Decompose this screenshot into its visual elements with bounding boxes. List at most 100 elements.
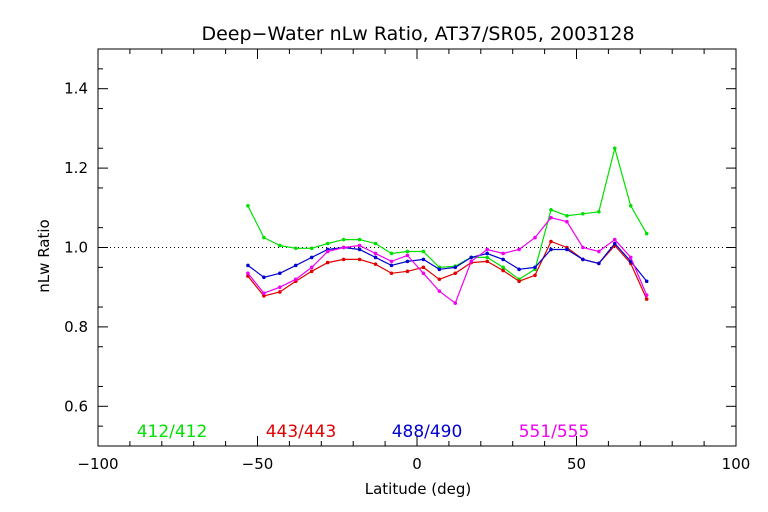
data-point-551-555 xyxy=(597,249,601,254)
x-axis-label: Latitude (deg) xyxy=(365,480,471,498)
data-point-551-555 xyxy=(309,265,314,270)
data-point-551-555 xyxy=(405,253,410,258)
data-point-551-555 xyxy=(421,271,426,276)
y-axis-label: nLw Ratio xyxy=(35,219,53,292)
legend-entry-551-555: 551/555 xyxy=(519,422,590,442)
data-point-488-490 xyxy=(469,255,474,260)
data-point-551-555 xyxy=(469,259,474,264)
data-point-412-412 xyxy=(325,241,330,246)
data-point-412-412 xyxy=(612,146,617,151)
plot-frame xyxy=(97,48,737,447)
axis-tick-labels: −100 −50 0 50 100 0.6 0.8 1.0 1.2 1.4 xyxy=(64,80,750,473)
data-point-551-555 xyxy=(373,251,378,256)
x-tick-label: 0 xyxy=(412,455,422,473)
data-point-443-443 xyxy=(405,269,410,274)
data-point-488-490 xyxy=(533,265,537,270)
x-tick-label: −100 xyxy=(77,455,118,473)
data-point-412-412 xyxy=(581,211,585,216)
data-point-488-490 xyxy=(644,279,649,284)
data-point-551-555 xyxy=(293,277,298,282)
data-point-488-490 xyxy=(501,257,505,262)
data-point-551-555 xyxy=(437,289,442,293)
data-point-443-443 xyxy=(644,297,649,301)
data-point-551-555 xyxy=(644,293,649,297)
data-point-412-412 xyxy=(501,265,505,270)
data-point-551-555 xyxy=(262,291,266,295)
legend-entry-488-490: 488/490 xyxy=(392,422,463,442)
data-point-443-443 xyxy=(437,277,442,282)
data-point-412-412 xyxy=(565,213,569,218)
data-point-443-443 xyxy=(357,257,362,262)
data-point-551-555 xyxy=(517,247,521,252)
data-point-551-555 xyxy=(341,245,346,250)
legend-entry-412-412: 412/412 xyxy=(137,422,208,442)
data-point-551-555 xyxy=(533,235,537,240)
data-point-443-443 xyxy=(373,262,378,266)
chart-title: Deep−Water nLw Ratio, AT37/SR05, 2003128 xyxy=(201,23,634,45)
x-tick-label: 50 xyxy=(567,455,586,473)
data-point-443-443 xyxy=(549,239,553,244)
y-tick-label: 1.2 xyxy=(64,159,88,177)
data-point-412-412 xyxy=(309,246,314,251)
data-point-443-443 xyxy=(341,257,346,262)
data-point-488-490 xyxy=(373,255,378,260)
data-point-488-490 xyxy=(246,263,250,268)
data-point-443-443 xyxy=(278,290,282,294)
data-point-412-412 xyxy=(597,209,601,214)
data-point-551-555 xyxy=(549,215,553,220)
data-point-412-412 xyxy=(405,249,410,254)
y-tick-label: 1.0 xyxy=(64,239,88,257)
data-point-488-490 xyxy=(262,275,266,280)
data-point-443-443 xyxy=(309,269,314,274)
data-point-551-555 xyxy=(325,249,330,254)
data-point-412-412 xyxy=(278,243,282,248)
data-point-551-555 xyxy=(628,255,633,260)
data-point-412-412 xyxy=(373,241,378,246)
data-point-443-443 xyxy=(501,268,505,273)
data-point-488-490 xyxy=(309,255,314,260)
data-point-488-490 xyxy=(437,267,442,272)
data-point-488-490 xyxy=(597,261,601,266)
data-point-551-555 xyxy=(612,237,617,242)
data-point-412-412 xyxy=(246,204,250,208)
x-tick-label: −50 xyxy=(242,455,274,473)
y-tick-label: 0.8 xyxy=(64,318,88,336)
data-point-488-490 xyxy=(612,241,617,246)
y-tick-label: 1.4 xyxy=(64,80,88,98)
data-point-443-443 xyxy=(325,260,330,265)
data-point-443-443 xyxy=(517,279,521,284)
data-point-551-555 xyxy=(389,259,394,264)
data-point-488-490 xyxy=(549,247,553,252)
data-point-443-443 xyxy=(262,294,266,298)
series-line-551-555 xyxy=(247,217,648,305)
series-line-412-412 xyxy=(247,145,648,281)
legend: 412/412 443/443 488/490 551/555 xyxy=(137,422,590,442)
data-point-488-490 xyxy=(565,247,569,252)
legend-entry-443-443: 443/443 xyxy=(266,422,337,442)
data-point-551-555 xyxy=(357,243,362,248)
data-point-412-412 xyxy=(357,237,362,242)
data-point-412-412 xyxy=(341,237,346,242)
data-point-412-412 xyxy=(628,204,633,208)
series-551-555 xyxy=(246,215,649,305)
series-line-488-490 xyxy=(247,242,648,282)
data-point-488-490 xyxy=(581,257,585,262)
data-series xyxy=(246,145,649,305)
data-point-551-555 xyxy=(246,271,250,276)
x-tick-label: 100 xyxy=(722,455,751,473)
data-point-488-490 xyxy=(485,251,489,256)
data-point-551-555 xyxy=(565,219,569,224)
data-point-443-443 xyxy=(389,271,394,276)
data-point-488-490 xyxy=(421,257,426,262)
data-point-412-412 xyxy=(293,246,298,251)
data-point-551-555 xyxy=(278,285,282,290)
data-point-412-412 xyxy=(421,249,426,254)
data-point-488-490 xyxy=(517,267,521,272)
data-point-412-412 xyxy=(644,231,649,236)
data-point-443-443 xyxy=(453,271,458,276)
data-point-551-555 xyxy=(453,301,458,305)
data-point-488-490 xyxy=(293,263,298,268)
series-488-490 xyxy=(246,241,649,284)
data-point-443-443 xyxy=(533,273,537,278)
